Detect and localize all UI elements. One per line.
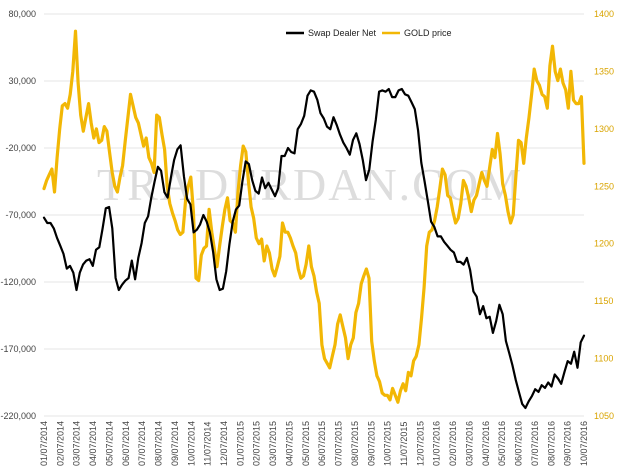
x-tick-label: 11/07/2015 <box>399 422 409 466</box>
x-tick-label: 05/07/2015 <box>301 421 311 466</box>
left-tick-label: -170,000 <box>0 344 36 354</box>
right-tick-label: 1350 <box>594 66 614 76</box>
right-tick-label: 1100 <box>594 354 613 364</box>
right-tick-label: 1300 <box>594 124 614 134</box>
x-tick-label: 01/07/2014 <box>39 421 49 466</box>
left-tick-label: -70,000 <box>5 210 36 220</box>
x-tick-label: 06/07/2014 <box>121 421 131 466</box>
left-tick-label: 30,000 <box>8 76 36 86</box>
x-tick-label: 05/07/2014 <box>104 421 114 466</box>
x-tick-label: 12/07/2015 <box>415 421 425 466</box>
left-tick-label: -220,000 <box>0 411 36 421</box>
x-tick-label: 05/07/2016 <box>497 421 507 466</box>
x-tick-label: 08/07/2015 <box>350 421 360 466</box>
x-tick-label: 01/07/2015 <box>235 421 245 466</box>
right-tick-label: 1050 <box>594 411 614 421</box>
x-tick-label: 02/07/2014 <box>55 421 65 466</box>
x-tick-label: 07/07/2014 <box>137 421 147 466</box>
legend-gold-label: GOLD price <box>404 28 452 38</box>
x-tick-label: 10/07/2016 <box>579 421 589 466</box>
x-tick-label: 06/07/2015 <box>317 421 327 466</box>
x-tick-label: 09/07/2015 <box>366 421 376 466</box>
gold-price-line <box>42 29 586 404</box>
x-tick-label: 02/07/2016 <box>448 421 458 466</box>
watermark: TRADERDAN.COM <box>97 159 523 210</box>
x-tick-label: 10/07/2014 <box>186 421 196 466</box>
x-tick-label: 06/07/2016 <box>514 421 524 466</box>
swap-dealer-net-line <box>42 87 586 410</box>
x-tick-label: 08/07/2016 <box>546 421 556 466</box>
legend: Swap Dealer Net GOLD price <box>286 28 452 38</box>
right-tick-label: 1150 <box>594 296 613 306</box>
left-axis-ticks: 80,000 30,000 -20,000 -70,000 -120,000 -170,0… <box>0 9 36 421</box>
x-tick-label: 01/07/2016 <box>432 421 442 466</box>
gridlines <box>44 13 584 417</box>
right-tick-label: 1250 <box>594 181 614 191</box>
x-tick-label: 12/07/2014 <box>219 421 229 466</box>
x-tick-label: 03/07/2014 <box>72 421 82 466</box>
x-tick-label: 04/07/2015 <box>284 421 294 466</box>
right-axis-ticks: 1400 1350 1300 1250 1200 1150 1100 1050 <box>594 9 614 421</box>
x-tick-label: 04/07/2016 <box>481 421 491 466</box>
left-tick-label: -120,000 <box>0 277 36 287</box>
series-layer <box>42 29 586 410</box>
right-tick-label: 1400 <box>594 9 614 19</box>
right-tick-label: 1200 <box>594 239 614 249</box>
x-tick-label: 03/07/2015 <box>268 421 278 466</box>
x-tick-label: 09/07/2016 <box>563 421 573 466</box>
x-tick-label: 07/07/2015 <box>334 421 344 466</box>
x-tick-label: 07/07/2016 <box>530 421 540 466</box>
x-tick-label: 11/07/2014 <box>203 422 213 466</box>
x-tick-label: 02/07/2015 <box>252 421 262 466</box>
legend-swap-label: Swap Dealer Net <box>308 28 377 38</box>
x-tick-label: 04/07/2014 <box>88 421 98 466</box>
left-tick-label: 80,000 <box>8 9 36 19</box>
left-tick-label: -20,000 <box>5 143 36 153</box>
x-tick-label: 10/07/2015 <box>383 421 393 466</box>
x-tick-label: 03/07/2016 <box>464 421 474 466</box>
x-tick-label: 09/07/2014 <box>170 421 180 466</box>
x-axis-ticks: 01/07/2014 02/07/2014 03/07/2014 04/07/2014… <box>39 421 589 466</box>
x-tick-label: 08/07/2014 <box>154 421 164 466</box>
